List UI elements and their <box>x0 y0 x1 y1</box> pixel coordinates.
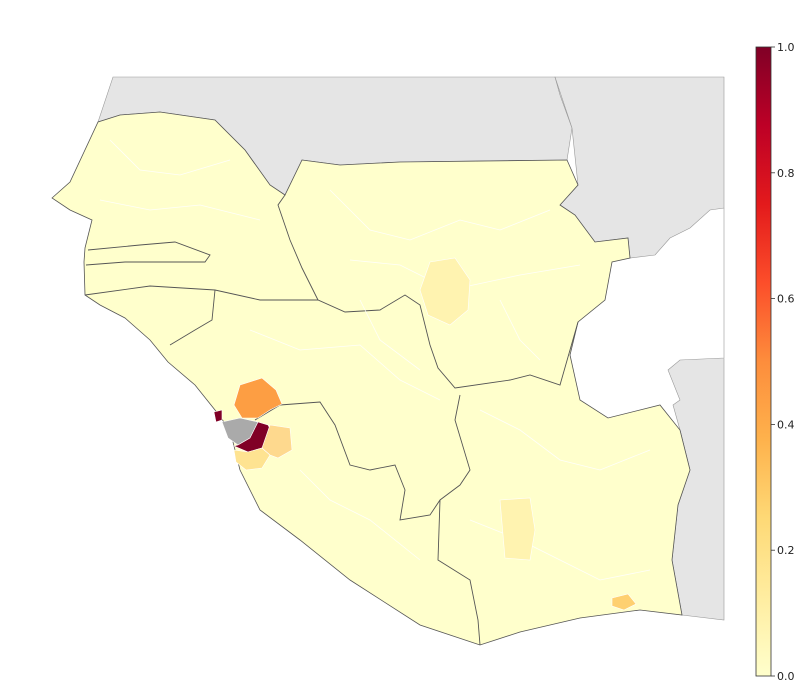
colorbar-tick-label: 0.6 <box>777 293 795 306</box>
region-kailahun <box>261 424 293 459</box>
colorbar-tick-label: 0.8 <box>777 167 795 180</box>
colorbar-tick-label: 1.0 <box>777 41 795 54</box>
colorbar-tick-label: 0.4 <box>777 418 795 431</box>
colorbar-tick-label: 0.2 <box>777 544 795 557</box>
region-mali-central <box>419 257 471 326</box>
region-cote-divoire-center <box>499 497 536 561</box>
countries-with-data <box>51 111 691 646</box>
admin-borders <box>99 139 651 581</box>
region-moyamba <box>233 447 271 471</box>
region-kambia <box>213 409 223 423</box>
neighbor-countries <box>97 76 725 621</box>
country-borders <box>84 194 579 646</box>
colorbar-ticks: 0.0 0.2 0.4 0.6 0.8 1.0 <box>771 41 795 683</box>
colorbar: 0.0 0.2 0.4 0.6 0.8 1.0 <box>755 41 795 683</box>
neighbor-burkina-ghana <box>667 208 725 621</box>
colorbar-tick-label: 0.0 <box>777 670 795 683</box>
region-kono <box>233 377 283 419</box>
region-cote-divoire-south <box>611 593 637 611</box>
colorbar-gradient <box>755 46 772 677</box>
